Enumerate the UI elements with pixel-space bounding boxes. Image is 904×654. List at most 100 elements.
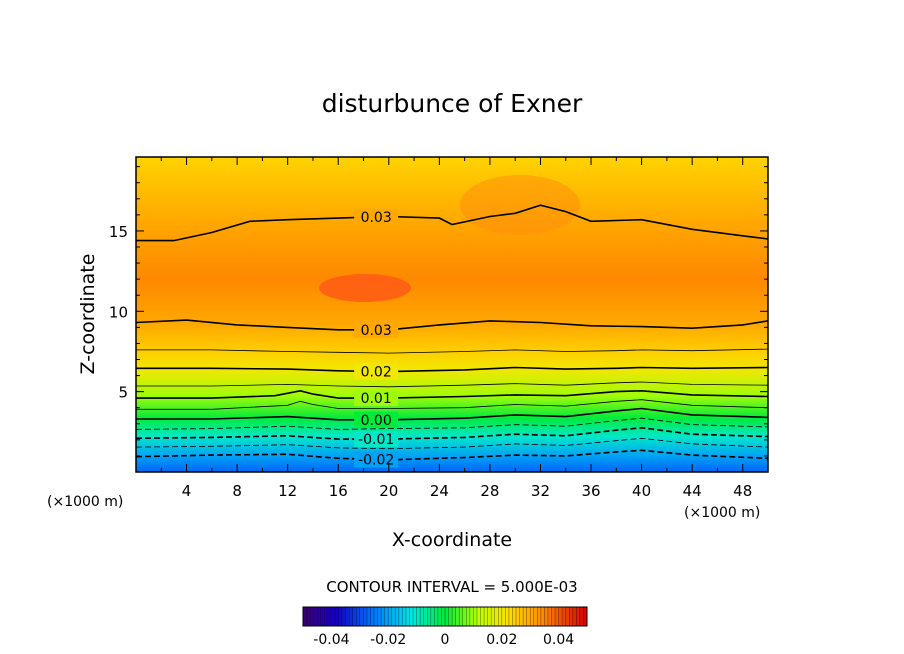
colorbar-cell	[306, 607, 311, 626]
core-maximum	[319, 274, 411, 302]
colorbar-cell	[324, 607, 329, 626]
contour-label: 0.00	[361, 413, 392, 429]
contour-label-bg	[354, 321, 399, 338]
colorbar-frame	[302, 606, 588, 627]
colorbar-cell	[459, 607, 464, 626]
colorbar-cell	[544, 607, 549, 626]
x-tick-label: 12	[278, 482, 297, 500]
colorbar-cell	[427, 607, 432, 626]
colorbar-cell	[430, 607, 435, 626]
contour-interval-note: CONTOUR INTERVAL = 5.000E-03	[326, 578, 577, 596]
colorbar-cell	[516, 607, 520, 626]
contour-label: 0.03	[361, 210, 392, 226]
colorbar-cell	[555, 607, 559, 626]
colorbar-cell	[569, 607, 574, 626]
colorbar-cell	[484, 607, 488, 626]
contour-label-bg	[354, 451, 399, 468]
colorbar-cell	[405, 607, 410, 626]
colorbar-cell	[523, 607, 527, 626]
contour-label: -0.01	[358, 432, 394, 448]
colorbar-cell	[345, 607, 350, 626]
x-axis-unit: (×1000 m)	[684, 505, 760, 521]
colorbar-cell	[395, 607, 400, 626]
plot-frame	[135, 156, 769, 473]
colorbar-cell	[572, 607, 577, 626]
colorbar-tick-label: 0.04	[543, 632, 574, 648]
colorbar-cell	[413, 607, 417, 626]
colorbar-cell	[455, 607, 460, 626]
colorbar-cell	[445, 607, 449, 626]
colorbar-cell	[565, 607, 570, 626]
colorbar-tick-label: 0	[441, 632, 450, 648]
contour-label-bg	[354, 431, 399, 448]
colorbar-cell	[356, 607, 361, 626]
colorbar-cell	[363, 607, 368, 626]
x-tick-label: 36	[581, 482, 600, 500]
colorbar-cell	[331, 607, 336, 626]
x-tick-label: 8	[232, 482, 242, 500]
colorbar-cell	[540, 607, 545, 626]
x-tick-label: 48	[733, 482, 752, 500]
colorbar-cell	[409, 607, 414, 626]
colorbar-cell	[334, 607, 339, 626]
colorbar-cell	[469, 607, 474, 626]
colorbar-cell	[317, 607, 322, 626]
contour-line	[136, 407, 768, 421]
colorbar-cell	[487, 607, 492, 626]
contour-label: 0.02	[361, 364, 392, 380]
colorbar-cell	[480, 607, 485, 626]
colorbar-cell	[352, 607, 357, 626]
contour-line	[136, 437, 768, 450]
contour-label-bg	[354, 411, 399, 428]
colorbar-cell	[501, 607, 506, 626]
colorbar-cell	[377, 607, 382, 626]
colorbar-cell	[530, 607, 535, 626]
contour-line	[136, 204, 768, 242]
colorbar-cell	[320, 607, 325, 626]
colorbar-cell	[537, 607, 542, 626]
colorbar-cell	[441, 607, 446, 626]
x-tick-label: 16	[329, 482, 348, 500]
colorbar-cell	[576, 607, 581, 626]
y-tick-label: 15	[109, 223, 128, 241]
upper-band-lift	[460, 175, 580, 235]
colorbar-cell	[533, 607, 538, 626]
colorbar-cell	[473, 607, 478, 626]
colorbar-cell	[434, 607, 439, 626]
colorbar-cell	[342, 607, 346, 626]
contour-label-bg	[354, 390, 399, 407]
colorbar-cell	[423, 607, 428, 626]
contour-line	[136, 319, 768, 331]
colorbar-cell	[310, 607, 314, 626]
colorbar-cell	[519, 607, 524, 626]
colorbar-cell	[466, 607, 471, 626]
colorbar-cell	[313, 607, 318, 626]
colorbar-cell	[384, 607, 389, 626]
colorbar-cell	[547, 607, 552, 626]
colorbar-cell	[505, 607, 510, 626]
contour-line	[136, 381, 768, 388]
colorbar-cell	[374, 607, 378, 626]
colorbar-cell	[562, 607, 566, 626]
x-tick-label: 28	[480, 482, 499, 500]
colorbar-cell	[448, 607, 453, 626]
colorbar-cell	[526, 607, 531, 626]
x-tick-label: 20	[379, 482, 398, 500]
colorbar-cell	[583, 607, 588, 626]
colorbar-cell	[349, 607, 353, 626]
x-axis-label: X-coordinate	[392, 529, 512, 551]
colorbar-cell	[508, 607, 513, 626]
contour-label-bg	[354, 208, 399, 225]
colorbar-cell	[398, 607, 403, 626]
colorbar-cell	[512, 607, 517, 626]
x-tick-label: 4	[182, 482, 192, 500]
colorbar-cell	[366, 607, 371, 626]
contour-label: 0.01	[361, 391, 392, 407]
colorbar-cell	[338, 607, 343, 626]
contour-label-bg	[354, 363, 399, 380]
colorbar-cell	[437, 607, 442, 626]
x-tick-label: 24	[430, 482, 449, 500]
contour-line	[136, 449, 768, 461]
colorbar-cell	[491, 607, 495, 626]
y-axis-label: Z-coordinate	[77, 254, 99, 375]
